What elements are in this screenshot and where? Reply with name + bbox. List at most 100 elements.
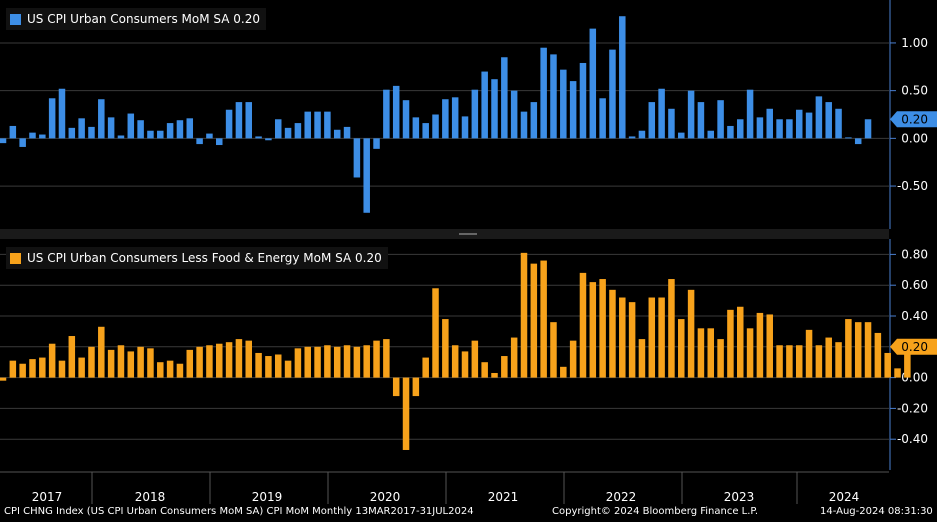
bar bbox=[678, 132, 685, 139]
bar bbox=[471, 89, 479, 139]
bar bbox=[746, 89, 754, 139]
bar bbox=[786, 345, 793, 378]
bar bbox=[491, 372, 498, 378]
bar bbox=[589, 28, 597, 139]
bar bbox=[668, 279, 675, 378]
bar bbox=[707, 130, 715, 139]
bar bbox=[363, 345, 370, 378]
bar bbox=[88, 346, 95, 378]
bar bbox=[815, 345, 823, 378]
bar bbox=[225, 109, 233, 139]
bar bbox=[717, 339, 724, 378]
footer-timestamp: 14-Aug-2024 08:31:30 bbox=[820, 506, 933, 517]
bar bbox=[835, 342, 842, 378]
bar bbox=[442, 319, 449, 378]
bottom-legend: US CPI Urban Consumers Less Food & Energ… bbox=[6, 247, 388, 269]
bar bbox=[0, 377, 7, 381]
y-tick-label: -0.20 bbox=[897, 401, 928, 415]
bar bbox=[854, 322, 862, 378]
bar bbox=[304, 111, 311, 139]
bar bbox=[343, 126, 351, 139]
bar bbox=[845, 137, 852, 139]
bar bbox=[717, 100, 724, 139]
bar bbox=[864, 322, 872, 378]
bar bbox=[333, 129, 341, 139]
bar bbox=[422, 123, 429, 139]
bar bbox=[255, 352, 262, 378]
bar bbox=[68, 127, 76, 139]
year-label-2017: 2017 bbox=[31, 490, 63, 504]
bar bbox=[579, 272, 587, 378]
bar bbox=[609, 49, 616, 139]
bar bbox=[727, 309, 734, 378]
bar bbox=[147, 130, 154, 139]
panel-separator bbox=[0, 229, 889, 239]
bar bbox=[255, 136, 262, 139]
bar bbox=[412, 377, 420, 397]
bar bbox=[324, 345, 331, 378]
bar bbox=[658, 88, 665, 139]
bar bbox=[402, 100, 410, 139]
bar bbox=[727, 125, 734, 139]
bar bbox=[58, 88, 66, 139]
bar bbox=[687, 90, 695, 139]
bar bbox=[39, 357, 46, 378]
bar bbox=[461, 351, 469, 378]
bar bbox=[648, 102, 656, 139]
bar bbox=[137, 120, 144, 139]
bar bbox=[550, 322, 557, 378]
bar bbox=[9, 125, 17, 139]
bar bbox=[98, 326, 105, 378]
bar bbox=[619, 297, 626, 378]
bar bbox=[147, 348, 154, 378]
bar bbox=[619, 16, 626, 139]
bar bbox=[166, 360, 174, 378]
bar bbox=[530, 102, 538, 139]
bottom-legend-label: US CPI Urban Consumers Less Food & Energ… bbox=[27, 251, 382, 265]
year-label-2020: 2020 bbox=[369, 490, 401, 504]
bar bbox=[235, 339, 243, 378]
y-tick-label: 0.80 bbox=[901, 247, 928, 261]
bar bbox=[225, 342, 233, 378]
bar bbox=[805, 329, 813, 378]
bar bbox=[776, 345, 783, 378]
bar bbox=[422, 357, 429, 378]
bar bbox=[304, 346, 311, 378]
bar bbox=[363, 138, 370, 213]
bar bbox=[815, 96, 823, 139]
bar bbox=[658, 297, 665, 378]
bar bbox=[412, 117, 420, 139]
bar bbox=[746, 328, 754, 378]
year-label-2018: 2018 bbox=[134, 490, 166, 504]
bar bbox=[353, 138, 361, 178]
bar bbox=[107, 117, 115, 139]
bar bbox=[98, 99, 105, 139]
bar bbox=[19, 363, 26, 378]
bar bbox=[697, 102, 705, 139]
footer-copyright: Copyright© 2024 Bloomberg Finance L.P. bbox=[552, 506, 759, 517]
year-label-2022: 2022 bbox=[605, 490, 637, 504]
bar bbox=[442, 99, 449, 139]
bar bbox=[245, 340, 252, 378]
bar bbox=[904, 346, 911, 378]
last-value-badge bbox=[890, 111, 937, 128]
bar bbox=[560, 366, 567, 378]
bar bbox=[48, 343, 56, 378]
bar bbox=[284, 127, 292, 139]
year-label-2024: 2024 bbox=[828, 490, 860, 504]
bar bbox=[687, 289, 695, 378]
bar bbox=[196, 346, 203, 378]
bar bbox=[845, 319, 852, 378]
bar bbox=[88, 126, 95, 139]
year-label-2019: 2019 bbox=[251, 490, 283, 504]
bar bbox=[235, 102, 243, 139]
bar bbox=[29, 359, 36, 378]
bar bbox=[599, 98, 606, 139]
bar bbox=[196, 138, 203, 145]
bar bbox=[884, 352, 891, 378]
bar bbox=[284, 360, 292, 378]
bar bbox=[265, 138, 272, 141]
bar bbox=[117, 135, 125, 139]
panel-resize-handle bbox=[459, 233, 477, 235]
